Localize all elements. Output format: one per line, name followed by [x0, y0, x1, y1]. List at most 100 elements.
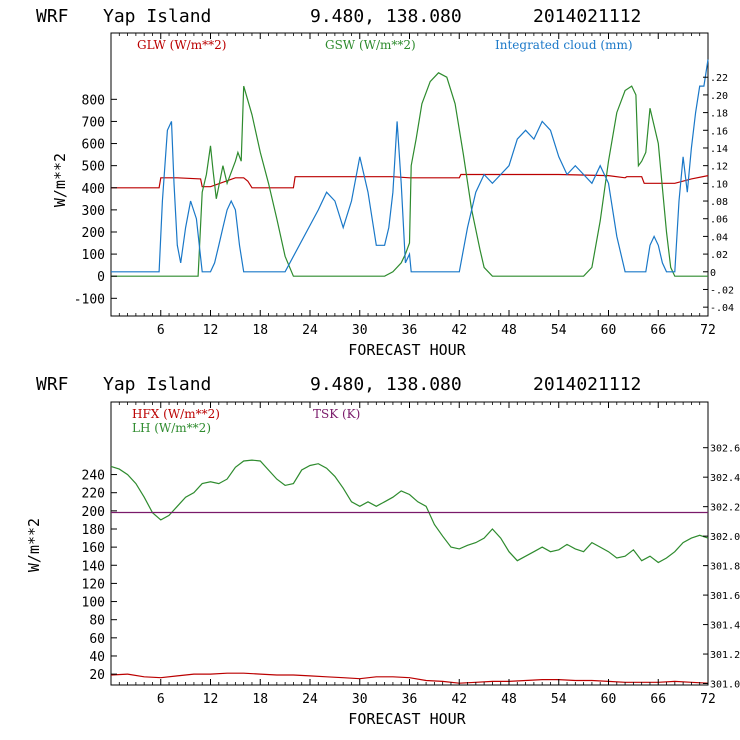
series-line-gsw [111, 72, 708, 277]
y-tick-label: 20 [89, 668, 105, 683]
y-tick-label: 220 [82, 487, 105, 502]
top-run-label: 2014021112 [533, 6, 641, 27]
bottom-right-axis: 302.6 302.4 302.2 302.0 301.8 301.6 301.4 301.2… [703, 444, 740, 691]
y-tick-label: 200 [82, 226, 105, 241]
top-series-lines [111, 59, 709, 277]
top-model-label: WRF [36, 6, 69, 27]
bottom-panel-header: WRF Yap Island 9.480, 138.080 2014021112 [36, 374, 641, 395]
series-line-integrated [111, 59, 709, 273]
series-line-glw [111, 173, 709, 189]
right-tick-label: .10 [710, 179, 728, 190]
right-tick-label: 302.4 [710, 473, 740, 484]
legend-lh: LH (W/m**2) [132, 421, 211, 435]
y-tick-label: 800 [82, 93, 105, 108]
bottom-y-axis-label: W/m**2 [25, 518, 43, 572]
x-tick-label: 6 [157, 692, 165, 707]
top-y-axis: 800 700 600 500 400 300 200 100 0 -100 [74, 93, 117, 307]
right-tick-label: -.02 [710, 285, 734, 296]
x-tick-label: 66 [650, 323, 666, 338]
bottom-y-axis: 240 220 200 180 160 140 120 100 80 60 40 20 [82, 469, 117, 683]
bottom-series-lines [110, 459, 709, 684]
legend-gsw: GSW (W/m**2) [325, 38, 416, 52]
top-coords-label: 9.480, 138.080 [310, 6, 462, 27]
x-tick-label: 42 [451, 323, 467, 338]
legend-integrated-cloud: Integrated cloud (mm) [495, 38, 633, 52]
y-tick-label: 120 [82, 577, 105, 592]
bottom-location-label: Yap Island [103, 374, 211, 395]
y-tick-label: 140 [82, 559, 105, 574]
series-line-lh [110, 459, 709, 564]
y-tick-label: 160 [82, 541, 105, 556]
right-tick-label: -.04 [710, 303, 734, 314]
right-tick-label: 301.2 [710, 650, 740, 661]
x-tick-label: 54 [551, 323, 567, 338]
x-tick-label: 48 [501, 692, 517, 707]
y-tick-label: -100 [74, 292, 105, 307]
right-tick-label: 301.0 [710, 680, 740, 691]
right-tick-label: 302.2 [710, 503, 740, 514]
x-tick-label: 60 [601, 323, 617, 338]
right-tick-label: .08 [710, 197, 728, 208]
right-tick-label: .14 [710, 144, 728, 155]
x-tick-label: 18 [252, 692, 268, 707]
right-tick-label: .22 [710, 73, 728, 84]
right-tick-label: .20 [710, 91, 728, 102]
x-tick-label: 42 [451, 692, 467, 707]
bottom-plot-frame [110, 401, 709, 686]
y-tick-label: 180 [82, 523, 105, 538]
x-tick-label: 60 [601, 692, 617, 707]
x-tick-label: 36 [402, 323, 418, 338]
top-x-axis-label: FORECAST HOUR [348, 341, 466, 359]
y-tick-label: 100 [82, 596, 105, 611]
right-tick-label: 301.8 [710, 562, 740, 573]
x-tick-label: 36 [402, 692, 418, 707]
right-tick-label: 302.0 [710, 532, 740, 543]
x-tick-label: 30 [352, 323, 368, 338]
bottom-run-label: 2014021112 [533, 374, 641, 395]
y-tick-label: 0 [97, 270, 105, 285]
x-tick-label: 72 [700, 692, 716, 707]
x-tick-label: 48 [501, 323, 517, 338]
x-tick-label: 12 [203, 692, 219, 707]
y-tick-label: 200 [82, 505, 105, 520]
legend-glw: GLW (W/m**2) [137, 38, 226, 52]
x-tick-label: 24 [302, 323, 318, 338]
right-tick-label: 302.6 [710, 444, 740, 455]
x-tick-label: 66 [650, 692, 666, 707]
right-tick-label: .16 [710, 126, 728, 137]
top-location-label: Yap Island [103, 6, 211, 27]
right-tick-label: 301.4 [710, 621, 740, 632]
y-tick-label: 40 [89, 650, 105, 665]
x-tick-label: 6 [157, 323, 165, 338]
top-x-axis: 6 12 18 24 30 36 42 48 54 60 66 72 [118, 33, 716, 338]
x-tick-label: 30 [352, 692, 368, 707]
top-right-axis: .22 .20 .18 .16 .14 .12 .10 .08 .06 .04 .02 0 -.02 -.… [703, 73, 734, 314]
right-tick-label: .02 [710, 250, 728, 261]
x-tick-label: 24 [302, 692, 318, 707]
right-tick-label: 301.6 [710, 591, 740, 602]
legend-tsk: TSK (K) [313, 407, 360, 421]
right-tick-label: 0 [710, 268, 716, 279]
right-tick-label: .04 [710, 232, 728, 243]
right-tick-label: .06 [710, 215, 728, 226]
right-tick-label: .18 [710, 109, 728, 120]
y-tick-label: 400 [82, 182, 105, 197]
bottom-x-axis: 6 12 18 24 30 36 42 48 54 60 66 72 [118, 402, 716, 707]
bottom-model-label: WRF [36, 374, 69, 395]
top-y-axis-label: W/m**2 [51, 153, 69, 207]
y-tick-label: 100 [82, 248, 105, 263]
bottom-x-axis-label: FORECAST HOUR [348, 710, 466, 728]
y-tick-label: 60 [89, 632, 105, 647]
x-tick-label: 72 [700, 323, 716, 338]
y-tick-label: 500 [82, 160, 105, 175]
right-tick-label: .12 [710, 162, 728, 173]
y-tick-label: 240 [82, 469, 105, 484]
legend-hfx: HFX (W/m**2) [132, 407, 220, 421]
y-tick-label: 300 [82, 204, 105, 219]
y-tick-label: 80 [89, 614, 105, 629]
top-plot-frame [110, 32, 709, 317]
top-panel-header: WRF Yap Island 9.480, 138.080 2014021112 [36, 6, 641, 27]
y-tick-label: 700 [82, 115, 105, 130]
y-tick-label: 600 [82, 138, 105, 153]
